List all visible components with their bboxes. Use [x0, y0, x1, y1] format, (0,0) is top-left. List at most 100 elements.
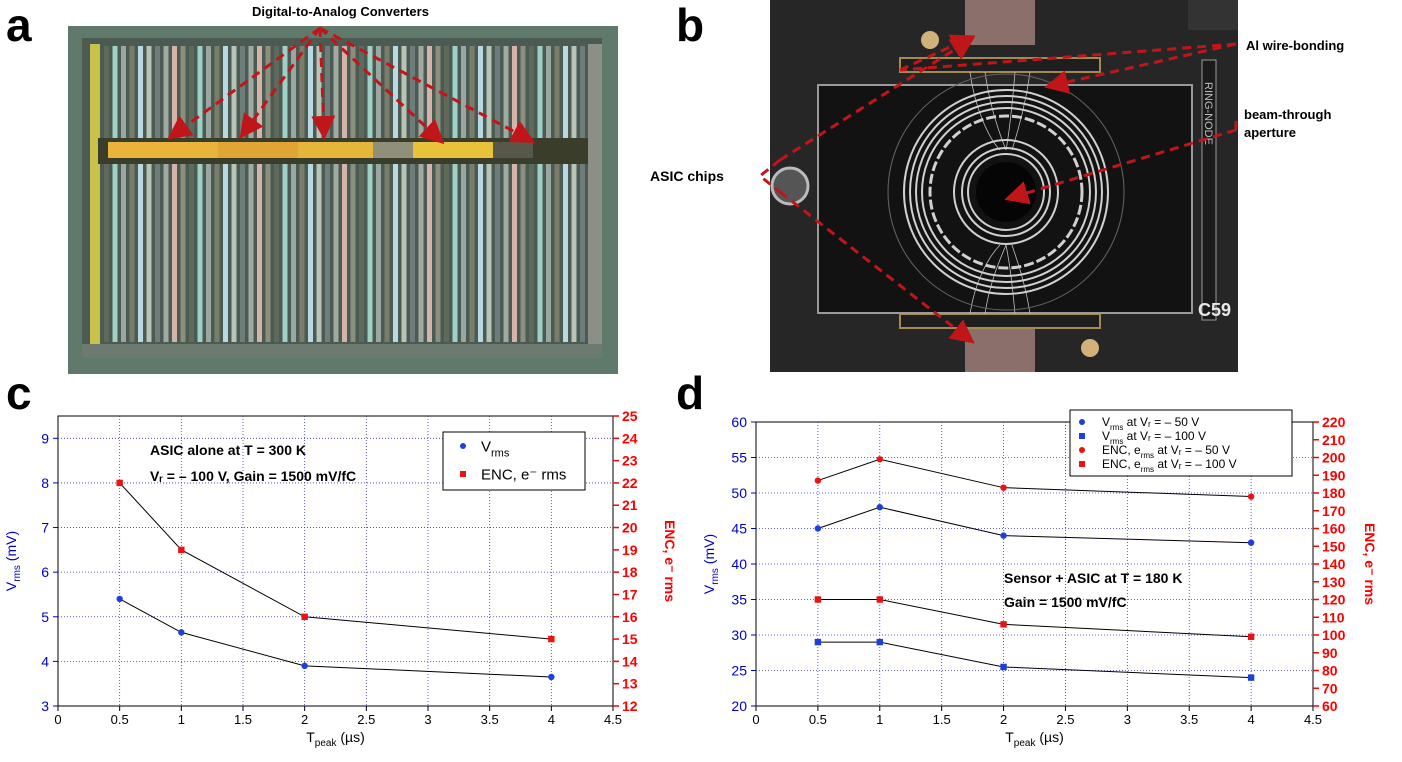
y-tick-label: 6: [41, 564, 49, 580]
data-point: [116, 479, 123, 487]
y2-tick-label: 60: [1322, 698, 1338, 714]
y-tick-label: 40: [731, 556, 747, 572]
asic-arrow-down: [779, 190, 975, 344]
y2-tick-label: 110: [1322, 609, 1345, 625]
data-point: [1000, 663, 1007, 671]
y2-axis-label: ENC, e⁻ rms: [1362, 523, 1378, 605]
x-tick-label: 2.5: [1056, 712, 1074, 727]
data-point: [876, 456, 883, 463]
y2-tick-label: 70: [1322, 680, 1338, 696]
data-point: [178, 629, 185, 636]
panel-letter-b: b: [676, 0, 705, 51]
chart-c-annotation-2: Vᵣ = – 100 V, Gain = 1500 mV/fC: [150, 468, 357, 484]
x-tick-label: 3.5: [1180, 712, 1198, 727]
legend: Vrms ENC, e⁻ rms: [442, 431, 586, 491]
y2-tick-label: 18: [622, 564, 638, 580]
panel-letter-a: a: [6, 0, 32, 51]
x-tick-label: 2.5: [357, 712, 375, 727]
y2-tick-label: 21: [622, 497, 638, 513]
y2-tick-label: 150: [1322, 538, 1346, 554]
dac-arrow-1: [167, 26, 321, 140]
y2-tick-label: 17: [622, 586, 638, 602]
y-tick-label: 3: [41, 698, 49, 714]
x-tick-label: 2: [1000, 712, 1007, 727]
x-tick-label: 1.5: [234, 712, 252, 727]
board-label-c59: C59: [1198, 300, 1232, 320]
y-tick-label: 25: [731, 663, 747, 679]
y2-tick-label: 220: [1322, 414, 1346, 430]
legend-marker: [460, 443, 466, 449]
x-tick-label: 0: [752, 712, 759, 727]
chart-d-annotation-2: Gain = 1500 mV/fC: [1004, 594, 1127, 610]
callout-wire-bonding: Al wire-bonding: [1246, 38, 1345, 53]
series-line: [119, 482, 552, 640]
y-tick-label: 60: [731, 414, 747, 430]
series-line: [817, 599, 1252, 638]
data-point: [1000, 532, 1007, 539]
x-tick-label: 0: [54, 712, 61, 727]
y2-tick-label: 12: [622, 698, 638, 714]
data-point: [1247, 633, 1255, 640]
legend-label: ENC, erms at Vᵣ = – 100 V: [1102, 457, 1237, 474]
x-axis-label: Tpeak (µs): [306, 729, 365, 749]
legend-label: ENC, erms at Vᵣ = – 50 V: [1102, 443, 1230, 460]
y-tick-label: 50: [731, 485, 747, 501]
dac-arrow-2: [239, 27, 322, 139]
legend-label: Vrms at Vᵣ = – 50 V: [1102, 415, 1199, 432]
y2-tick-label: 19: [622, 542, 638, 558]
y2-tick-label: 14: [622, 653, 638, 669]
x-tick-label: 4: [548, 712, 555, 727]
legend-marker: [1079, 447, 1085, 453]
data-point: [178, 546, 185, 554]
y-tick-label: 30: [731, 627, 747, 643]
data-point: [548, 673, 555, 681]
y2-tick-label: 15: [622, 631, 638, 647]
data-point: [301, 662, 308, 670]
y-tick-label: 8: [41, 475, 49, 491]
y-tick-label: 4: [41, 653, 49, 669]
legend-label: ENC, e⁻ rms: [481, 466, 566, 483]
y2-tick-label: 170: [1322, 503, 1346, 519]
data-point: [876, 596, 883, 603]
legend-marker: [1079, 461, 1085, 467]
chart-c: 0 0.5 1 1.5 2 2.5 3 3.5 4 4.5 3 4 5 6 7 8 9 12 13 14 15 16 17 1…: [3, 408, 678, 749]
callout-asic-chips: ASIC chips: [650, 168, 724, 184]
panel-letter-d: d: [676, 367, 705, 419]
data-point: [301, 613, 308, 620]
dac-arrow-3: [311, 27, 336, 140]
y2-tick-label: 120: [1322, 592, 1346, 608]
x-tick-label: 4.5: [1304, 712, 1322, 727]
x-tick-label: 1: [876, 712, 883, 727]
y2-tick-label: 13: [622, 676, 638, 692]
series-line: [817, 458, 1252, 498]
legend-box: [442, 431, 586, 491]
aperture-arrow: [1004, 128, 1237, 205]
data-point: [1000, 621, 1007, 628]
callout-aperture: beam-through aperture: [1244, 107, 1332, 140]
x-tick-label: 2: [301, 712, 308, 727]
y2-tick-label: 22: [622, 475, 638, 491]
data-point: [876, 638, 883, 646]
y-tick-label: 5: [41, 609, 49, 625]
x-tick-label: 4: [1247, 712, 1254, 727]
y-tick-label: 45: [731, 521, 747, 537]
y-axis-label: Vrms (mV): [3, 531, 23, 591]
y2-tick-label: 100: [1322, 627, 1346, 643]
y2-tick-label: 16: [622, 609, 638, 625]
asic-arrow-up: [779, 36, 976, 162]
x-tick-label: 3.5: [481, 712, 499, 727]
data-point: [814, 525, 822, 532]
y2-tick-label: 130: [1322, 574, 1346, 590]
chart-d: 0 0.5 1 1.5 2 2.5 3 3.5 4 4.5 20 25 30 35 40 45 50 55 60 60…: [701, 409, 1378, 749]
dac-arrow-4: [318, 26, 445, 145]
y2-tick-label: 20: [622, 520, 638, 536]
data-point: [876, 504, 883, 511]
dac-callout: Digital-to-Analog Converters: [252, 4, 429, 19]
y-tick-label: 35: [731, 592, 747, 608]
legend-marker: [1079, 419, 1085, 425]
wire-bond-arrow: [1044, 42, 1237, 94]
series-line: [119, 598, 552, 678]
x-tick-label: 1: [178, 712, 185, 727]
data-point: [814, 638, 822, 646]
